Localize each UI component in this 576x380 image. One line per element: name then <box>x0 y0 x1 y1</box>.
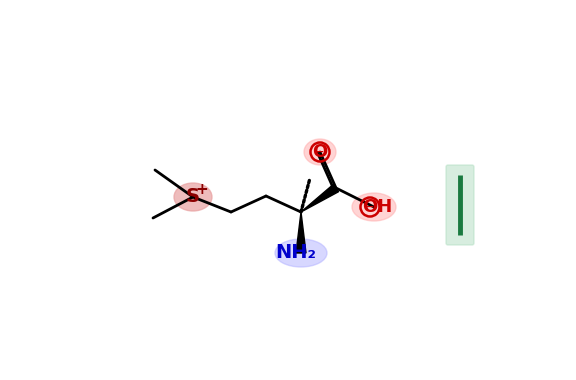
Text: S: S <box>186 187 200 206</box>
Text: −: − <box>366 201 374 212</box>
Polygon shape <box>296 212 306 253</box>
Polygon shape <box>301 184 339 212</box>
Text: +: + <box>196 182 209 198</box>
FancyBboxPatch shape <box>446 165 474 245</box>
Ellipse shape <box>275 239 327 267</box>
Ellipse shape <box>304 139 336 165</box>
Text: O: O <box>312 143 328 161</box>
Text: −: − <box>316 147 324 157</box>
Ellipse shape <box>174 183 212 211</box>
Text: NH₂: NH₂ <box>275 244 316 263</box>
Ellipse shape <box>352 193 396 221</box>
Text: OH: OH <box>362 198 392 216</box>
